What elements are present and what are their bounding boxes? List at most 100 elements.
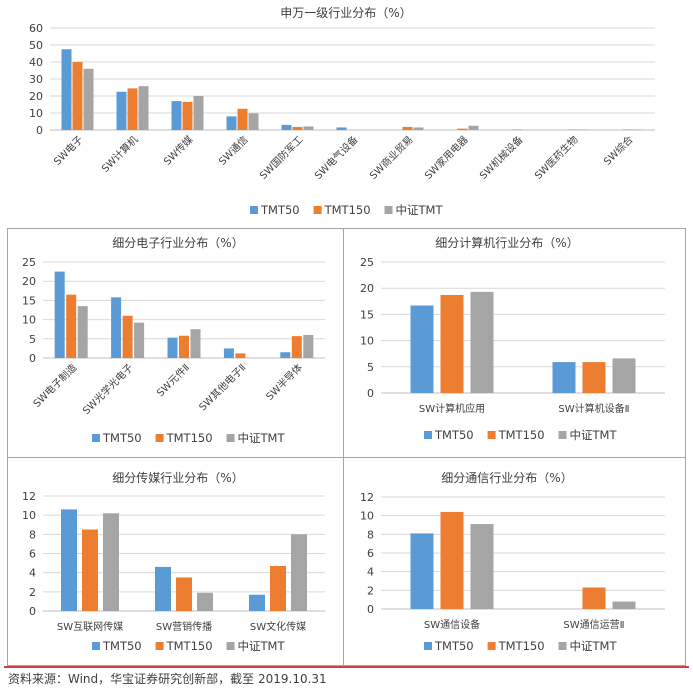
legend-swatch-中证TMT: [558, 642, 567, 650]
legend-swatch-中证TMT: [384, 206, 393, 214]
bar-TMT150-SW通信设备: [440, 511, 464, 609]
bar-TMT50-SW计算机: [116, 91, 127, 130]
bar-TMT50-SW其他电子Ⅱ: [223, 348, 234, 358]
bar-中证TMT-SW电子: [83, 68, 94, 130]
legend-swatch-TMT50: [92, 434, 100, 442]
bar-中证TMT-SW计算机设备Ⅱ: [612, 358, 636, 393]
bar-中证TMT-SW营销传播: [197, 592, 213, 611]
bar-中证TMT-SW传媒: [193, 96, 204, 130]
bar-中证TMT-SW互联网传媒: [103, 513, 119, 611]
bar-中证TMT-SW计算机: [138, 86, 149, 130]
y-tick-label: 50: [29, 39, 43, 52]
x-tick-label: SW互联网传媒: [57, 621, 123, 633]
bar-TMT150-SW半导体: [291, 336, 302, 358]
bar-TMT50-SW电子制造: [54, 271, 65, 358]
chart-3: 细分计算机行业分布（%） 0 5 10 15 20 25 SW计算机应用 SW计算机设备Ⅱ TMT…: [360, 235, 665, 442]
x-tick-label: SW营销传播: [156, 620, 212, 633]
bar-中证TMT-SW计算机应用: [470, 291, 494, 393]
x-tick-label: SW电子制造: [30, 361, 79, 410]
y-tick-label: 5: [367, 361, 374, 374]
chart-1: 申万一级行业分布（%） 0 10 20 30 40 50 60 SW电子 SW计算机 SW传媒 SW通…: [29, 6, 655, 217]
x-tick-label: SW电气设备: [312, 133, 361, 182]
y-tick-label: 30: [29, 73, 43, 86]
y-tick-label: 0: [367, 387, 374, 400]
bar-TMT50-SW通信: [226, 116, 237, 130]
bar-TMT150-SW通信运营Ⅱ: [582, 587, 606, 609]
y-tick-label: 25: [360, 256, 374, 269]
legend: TMT50 TMT150 中证TMT: [250, 203, 443, 217]
x-tick-label: SW机械设备: [477, 133, 526, 182]
panel-frames: [7, 228, 686, 666]
legend-label-TMT50: TMT50: [260, 203, 300, 217]
y-tick-label: 4: [29, 567, 36, 580]
chart-title: 细分电子行业分布（%）: [112, 236, 243, 250]
y-tick-label: 25: [22, 256, 36, 269]
legend-label-TMT50: TMT50: [102, 431, 142, 445]
legend-label-TMT50: TMT50: [434, 639, 474, 653]
bar-TMT50-SW文化传媒: [249, 594, 265, 611]
y-tick-label: 20: [360, 282, 374, 295]
y-tick-label: 12: [22, 490, 36, 503]
legend-label-中证TMT: 中证TMT: [570, 639, 618, 653]
bar-TMT50-SW计算机应用: [410, 305, 434, 393]
bar-TMT50-SW计算机设备Ⅱ: [552, 362, 576, 393]
y-tick-label: 15: [360, 308, 374, 321]
legend-label-中证TMT: 中证TMT: [238, 639, 286, 653]
bar-TMT50-SW半导体: [280, 352, 291, 358]
legend-swatch-中证TMT: [226, 642, 235, 650]
x-tick-label: SW计算机: [99, 133, 141, 175]
bar-中证TMT-SW医药生物: [578, 129, 589, 130]
bar-TMT150-SW传媒: [182, 101, 193, 130]
legend: TMT50 TMT150 中证TMT: [92, 639, 285, 653]
bar-TMT150-SW计算机: [127, 88, 138, 130]
bar-中证TMT-SW电子制造: [77, 306, 88, 358]
bar-TMT150-SW机械设备: [512, 129, 523, 130]
y-tick-label: 20: [22, 275, 36, 288]
legend-label-TMT50: TMT50: [434, 428, 474, 442]
legend-label-中证TMT: 中证TMT: [570, 428, 618, 442]
x-tick-label: SW商业贸易: [367, 133, 416, 182]
y-tick-label: 6: [367, 547, 374, 560]
bar-TMT150-SW综合: [622, 129, 633, 130]
x-tick-label: SW通信运营Ⅱ: [563, 618, 624, 631]
bar-TMT150-SW计算机设备Ⅱ: [582, 362, 606, 393]
bar-TMT50-SW电子: [61, 49, 72, 130]
bar-TMT50-SW光学光电子: [111, 297, 122, 358]
legend-label-TMT150: TMT150: [166, 639, 213, 653]
bar-TMT150-SW光学光电子: [122, 315, 133, 358]
y-tick-label: 5: [29, 333, 36, 346]
legend-swatch-TMT50: [424, 431, 432, 439]
bar-中证TMT-SW元件Ⅱ: [190, 329, 201, 358]
bar-TMT150-SW元件Ⅱ: [179, 335, 189, 358]
legend-label-TMT150: TMT150: [324, 203, 371, 217]
y-tick-label: 0: [36, 124, 43, 137]
legend-label-中证TMT: 中证TMT: [396, 203, 444, 217]
bar-TMT150-SW电子: [72, 62, 83, 130]
chart-title: 细分计算机行业分布（%）: [435, 235, 578, 250]
legend-swatch-中证TMT: [226, 434, 235, 442]
x-tick-label: SW国防军工: [257, 133, 306, 182]
bar-TMT50-SW营销传播: [155, 566, 171, 611]
x-tick-label: SW计算机设备Ⅱ: [558, 402, 629, 415]
y-tick-label: 0: [29, 352, 36, 365]
bar-TMT150-SW其他电子Ⅱ: [235, 353, 246, 358]
bar-TMT150-SW医药生物: [567, 129, 578, 130]
legend-label-TMT150: TMT150: [498, 639, 545, 653]
chart-title: 申万一级行业分布（%）: [280, 6, 411, 20]
bar-中证TMT-SW文化传媒: [291, 534, 307, 611]
y-tick-label: 40: [29, 56, 43, 69]
bar-中证TMT-SW通信设备: [470, 524, 494, 609]
bar-中证TMT-SW通信运营Ⅱ: [612, 601, 636, 609]
y-tick-label: 10: [360, 510, 374, 523]
x-tick-label: SW医药生物: [532, 133, 581, 182]
legend-swatch-TMT150: [487, 642, 496, 650]
bar-中证TMT-SW家用电器: [468, 125, 479, 130]
bar-TMT150-SW家用电器: [457, 128, 468, 130]
x-tick-label: SW计算机应用: [419, 402, 485, 415]
x-tick-label: SW元件Ⅱ: [155, 362, 193, 400]
legend-swatch-TMT50: [424, 642, 432, 650]
bar-TMT150-SW计算机应用: [440, 295, 464, 393]
legend: TMT50 TMT150 中证TMT: [424, 428, 617, 442]
legend-swatch-中证TMT: [558, 431, 567, 439]
lower-panels-frame: [7, 228, 686, 666]
